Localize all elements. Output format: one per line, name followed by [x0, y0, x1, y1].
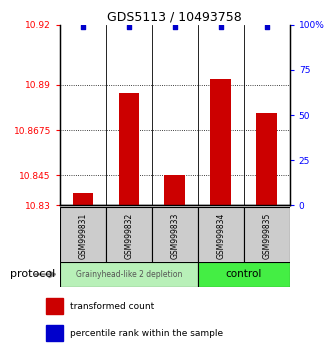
Point	[264, 24, 269, 29]
Text: protocol: protocol	[10, 269, 55, 279]
Text: percentile rank within the sample: percentile rank within the sample	[70, 329, 223, 338]
Text: GSM999832: GSM999832	[124, 212, 134, 258]
Bar	[119, 93, 139, 205]
Bar	[73, 193, 93, 205]
Text: transformed count: transformed count	[70, 302, 155, 311]
Bar	[46, 298, 63, 314]
Text: GSM999831: GSM999831	[78, 212, 88, 258]
Bar	[244, 207, 290, 264]
Point	[126, 24, 132, 29]
Bar	[165, 175, 185, 205]
Point	[172, 24, 177, 29]
Bar	[60, 207, 106, 264]
Text: GSM999835: GSM999835	[262, 212, 271, 259]
Bar	[198, 262, 290, 287]
Title: GDS5113 / 10493758: GDS5113 / 10493758	[108, 11, 242, 24]
Bar	[210, 79, 231, 205]
Bar	[152, 207, 198, 264]
Bar	[106, 207, 152, 264]
Text: GSM999834: GSM999834	[216, 212, 225, 259]
Text: GSM999833: GSM999833	[170, 212, 179, 259]
Point	[80, 24, 86, 29]
Bar	[256, 113, 277, 205]
Bar	[46, 325, 63, 341]
Text: control: control	[225, 269, 262, 279]
Point	[218, 24, 223, 29]
Bar	[198, 207, 244, 264]
Text: Grainyhead-like 2 depletion: Grainyhead-like 2 depletion	[76, 270, 182, 279]
Bar	[60, 262, 198, 287]
